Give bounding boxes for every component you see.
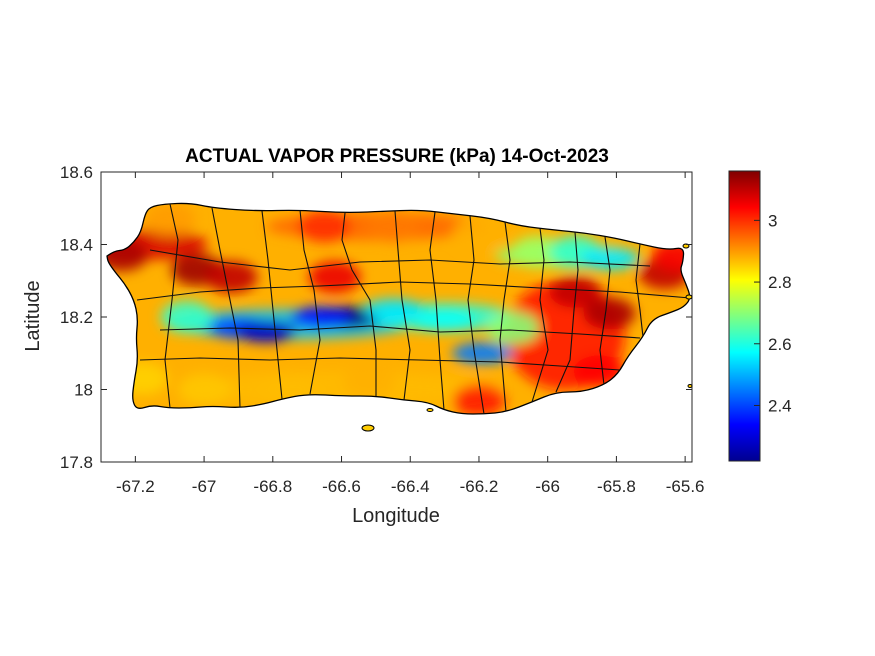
field-hotspot <box>298 210 351 243</box>
field-hotspot <box>414 309 475 332</box>
municipality-line <box>467 215 485 414</box>
field-hotspot <box>205 261 258 294</box>
x-axis-label: Longitude <box>352 505 440 527</box>
x-tick-label: -66.8 <box>253 477 292 496</box>
field-hotspot <box>452 384 505 414</box>
field-hotspot <box>363 298 424 321</box>
municipality-boundaries <box>136 203 690 414</box>
municipality-line <box>429 211 445 411</box>
field-hotspot <box>308 261 361 294</box>
islet <box>426 408 434 412</box>
y-tick-label: 18.2 <box>60 308 93 327</box>
field-hotspot <box>487 311 540 344</box>
municipality-line <box>136 281 690 301</box>
x-tick-label: -65.6 <box>666 477 705 496</box>
municipality-line <box>394 210 411 401</box>
colorbar-ticks: 2.4 2.6 2.8 3 <box>754 211 792 415</box>
chart-title: ACTUAL VAPOR PRESSURE (kPa) 14-Oct-2023 <box>185 146 609 167</box>
x-tick-label: -66.6 <box>322 477 361 496</box>
x-axis-ticks: -67.2 -67 -66.8 -66.6 -66.4 -66.2 -66 -65.8 -65.… <box>116 172 705 496</box>
field-hotspot <box>511 235 564 268</box>
field-hotspot <box>235 320 296 343</box>
field-hotspot <box>143 203 196 236</box>
x-tick-label: -66 <box>535 477 560 496</box>
y-axis-label: Latitude <box>22 280 44 351</box>
y-axis-ticks: 17.8 18 18.2 18.4 18.6 <box>60 163 692 472</box>
x-tick-label: -66.2 <box>460 477 499 496</box>
island-outline <box>106 202 691 415</box>
field-hotspot <box>290 306 351 328</box>
plot-area: -67.2 -67 -66.8 -66.6 -66.4 -66.2 -66 -65.8 -65.… <box>60 163 705 496</box>
field-hotspot <box>343 366 396 399</box>
municipality-line <box>599 236 611 386</box>
islet <box>685 294 693 300</box>
y-tick-label: 18 <box>74 381 93 400</box>
y-tick-label: 17.8 <box>60 453 93 472</box>
municipality-line <box>139 357 621 371</box>
municipality-line <box>499 221 511 413</box>
x-tick-label: -65.8 <box>597 477 636 496</box>
vapor-pressure-field <box>107 203 690 414</box>
colorbar-gradient <box>728 170 761 462</box>
field-hotspot <box>367 210 420 243</box>
islet <box>687 384 693 388</box>
islet <box>361 424 375 432</box>
field-hotspot <box>583 297 636 330</box>
field-hotspot <box>452 217 505 250</box>
municipality-line <box>211 207 241 409</box>
municipality-line <box>635 243 644 338</box>
field-hotspot <box>178 373 231 406</box>
municipality-line <box>341 212 377 396</box>
colorbar-tick-label: 2.4 <box>768 396 792 415</box>
municipality-line <box>531 227 549 403</box>
municipality-line <box>164 203 179 409</box>
x-tick-label: -67 <box>192 477 217 496</box>
field-region <box>181 371 502 408</box>
field-blobs <box>107 203 690 414</box>
x-tick-label: -66.4 <box>391 477 430 496</box>
colorbar-tick-label: 2.8 <box>768 273 792 292</box>
y-tick-label: 18.4 <box>60 236 93 255</box>
municipality-line <box>149 249 651 271</box>
colorbar: 2.4 2.6 2.8 3 <box>728 170 792 462</box>
x-tick-label: -67.2 <box>116 477 155 496</box>
municipality-line <box>555 231 579 393</box>
y-tick-label: 18.6 <box>60 163 93 182</box>
municipality-line <box>299 209 321 395</box>
municipality-line <box>159 325 641 339</box>
field-hotspot <box>549 275 602 308</box>
field-hotspot <box>160 301 213 333</box>
colorbar-tick-label: 3 <box>768 211 777 230</box>
colorbar-tick-label: 2.6 <box>768 335 792 354</box>
field-hotspot <box>452 342 513 365</box>
